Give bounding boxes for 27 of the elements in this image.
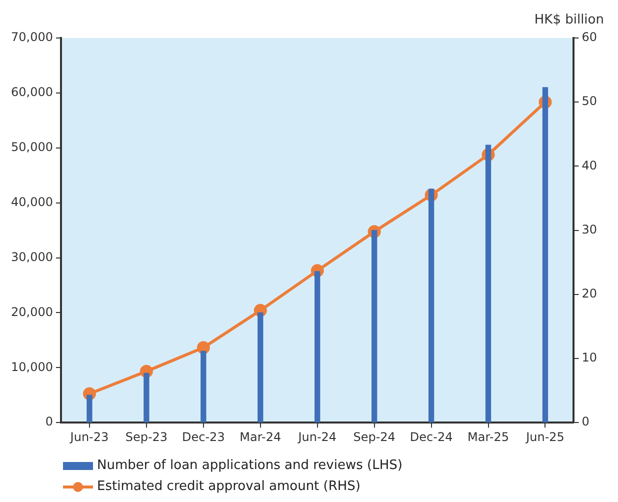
y-tick-label: 40,000 xyxy=(10,194,53,209)
x-tick-label: Mar-24 xyxy=(240,430,282,444)
x-tick-label: Mar-25 xyxy=(468,430,510,444)
x-tick-label: Sep-24 xyxy=(353,430,396,444)
x-tick-label: Jun-25 xyxy=(525,430,564,444)
y-tick-label: 10,000 xyxy=(10,360,53,374)
y-tick-label: 30,000 xyxy=(10,250,53,264)
y-tick-label: 70,000 xyxy=(10,30,53,44)
y2-tick-label: 60 xyxy=(582,30,598,44)
x-tick-label: Dec-24 xyxy=(410,430,453,444)
y-tick-label: 20,000 xyxy=(10,304,53,319)
y2-axis-title: HK$ billion xyxy=(534,12,604,28)
y2-tick-label: 10 xyxy=(582,350,598,365)
y2-tick-label: 40 xyxy=(582,158,598,172)
y-tick-label: 50,000 xyxy=(10,140,53,154)
legend-label: Estimated credit approval amount (RHS) xyxy=(97,479,360,494)
y2-tick-label: 30 xyxy=(582,222,598,236)
x-tick-label: Sep-23 xyxy=(125,430,168,444)
y2-tick-label: 20 xyxy=(582,286,598,301)
x-tick-label: Jun-23 xyxy=(69,430,109,444)
y-tick-label: 60,000 xyxy=(10,85,53,100)
y-tick-label: 0 xyxy=(45,414,53,429)
legend-label: Number of loan applications and reviews (LHS) xyxy=(97,458,402,473)
y2-tick-label: 50 xyxy=(582,94,598,108)
x-tick-label: Dec-23 xyxy=(182,430,225,444)
x-tick-label: Jun-24 xyxy=(297,430,337,444)
y2-tick-label: 0 xyxy=(582,414,590,429)
